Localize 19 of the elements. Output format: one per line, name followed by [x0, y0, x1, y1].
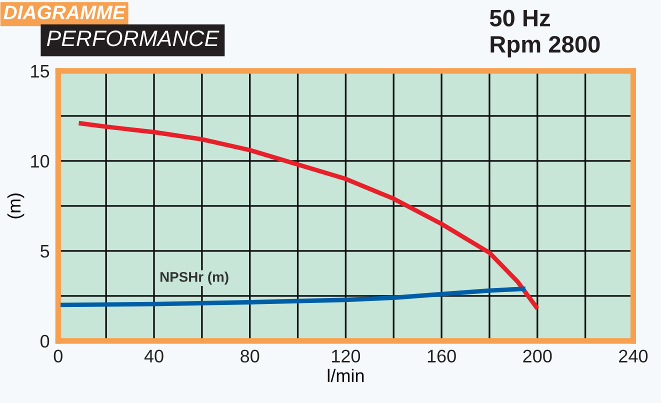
y-tick-label: 10: [31, 154, 50, 168]
y-tick-label: 15: [31, 65, 50, 78]
y-tick-label: 0: [40, 334, 50, 348]
chart-subtitle: PERFORMANCE: [46, 30, 220, 46]
x-tick-label: 200: [523, 350, 552, 363]
x-tick-label: 80: [240, 350, 260, 363]
x-tick-label: 240: [619, 350, 648, 363]
x-tick-label: 40: [144, 350, 164, 363]
x-tick-label: 0: [54, 350, 62, 363]
text: 50 Hz: [490, 10, 550, 26]
x-axis-title: l/min: [328, 368, 364, 382]
text: Rpm 2800: [490, 36, 600, 58]
x-tick-label: 120: [332, 350, 360, 363]
y-axis-title: (m): [7, 194, 24, 218]
y-tick-label: 5: [40, 245, 50, 258]
line-series: [76, 120, 540, 311]
chart-title: DIAGRAMME: [4, 6, 126, 20]
series-label: NPSHr (m): [160, 272, 228, 285]
x-tick-label: 160: [428, 350, 456, 363]
